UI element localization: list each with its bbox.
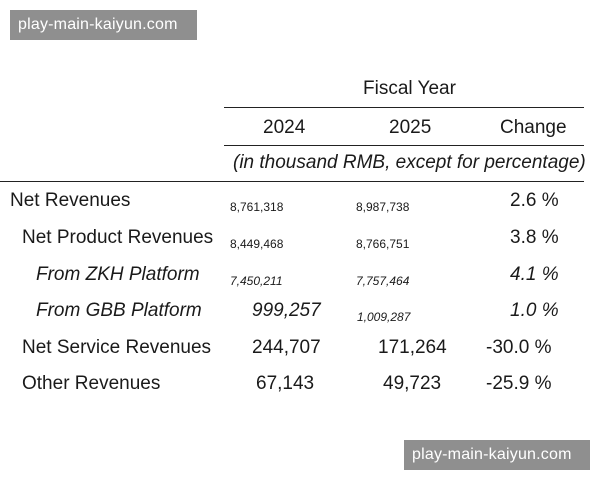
cell-net-service-revenues-2024: 244,707 [252,337,321,358]
cell-net-service-revenues-change: -30.0 % [486,337,552,358]
column-header-rule [224,145,584,146]
row-label-net-service-revenues: Net Service Revenues [22,337,212,358]
cell-net-revenues-change: 2.6 % [510,190,559,211]
column-header-change: Change [500,117,567,138]
cell-net-revenues-2025: 8,987,738 [356,200,410,214]
watermark-top: play-main-kaiyun.com [10,10,197,40]
watermark-bottom: play-main-kaiyun.com [404,440,590,470]
cell-other-revenues-2024: 67,143 [256,373,315,394]
cell-from-zkh-platform-2025: 7,757,464 [356,274,410,288]
cell-net-service-revenues-2025: 171,264 [378,337,447,358]
cell-from-gbb-platform-2025: 1,009,287 [357,310,411,324]
header-rule [224,107,584,108]
cell-other-revenues-2025: 49,723 [383,373,442,394]
row-label-other-revenues: Other Revenues [22,373,161,394]
row-label-from-zkh-platform: From ZKH Platform [36,264,200,285]
cell-from-gbb-platform-change: 1.0 % [510,300,559,321]
row-label-from-gbb-platform: From GBB Platform [36,300,202,321]
column-header-2024: 2024 [263,117,306,138]
cell-from-zkh-platform-2024: 7,450,211 [230,274,283,288]
cell-net-revenues-2024: 8,761,318 [230,200,284,214]
row-label-net-revenues: Net Revenues [10,190,131,211]
unit-note: (in thousand RMB, except for percentage) [233,152,586,173]
column-header-2025: 2025 [389,117,432,138]
cell-net-product-revenues-2024: 8,449,468 [230,237,284,251]
fiscal-year-header: Fiscal Year [363,78,456,99]
cell-net-product-revenues-change: 3.8 % [510,227,559,248]
cell-from-zkh-platform-change: 4.1 % [510,264,559,285]
cell-other-revenues-change: -25.9 % [486,373,552,394]
body-top-rule [0,181,584,182]
cell-net-product-revenues-2025: 8,766,751 [356,237,410,251]
cell-from-gbb-platform-2024: 999,257 [252,300,321,321]
row-label-net-product-revenues: Net Product Revenues [22,227,214,248]
